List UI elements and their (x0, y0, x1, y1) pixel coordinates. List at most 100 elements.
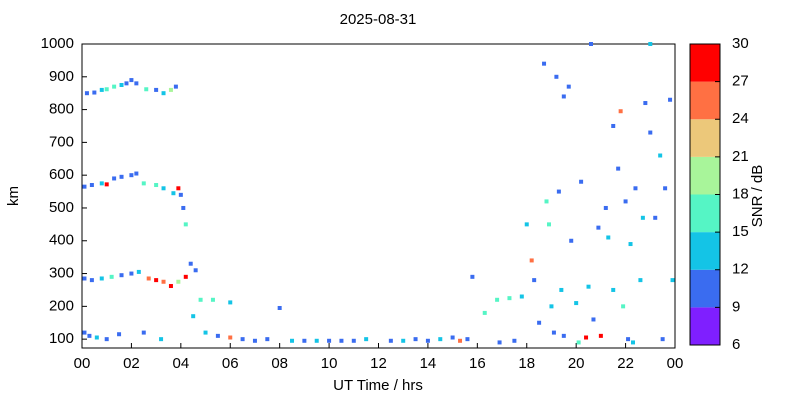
colorbar-tick-label: 27 (732, 73, 749, 90)
point (89, 278, 94, 283)
point (154, 87, 159, 92)
colorbar-tick-label: 24 (732, 110, 749, 127)
colorbar-tick-label: 9 (732, 298, 740, 315)
x-tick-label: 14 (420, 355, 437, 372)
point (611, 287, 616, 292)
point (628, 242, 633, 247)
point (210, 297, 215, 302)
x-tick-label: 22 (617, 355, 634, 372)
point (529, 258, 534, 263)
point (181, 205, 186, 210)
point (561, 94, 566, 99)
point (559, 287, 564, 292)
point (104, 182, 109, 187)
point (228, 300, 233, 305)
point (176, 186, 181, 191)
point (586, 284, 591, 289)
x-tick-label: 08 (271, 355, 288, 372)
point (178, 192, 183, 197)
x-axis-label: UT Time / hrs (333, 377, 423, 394)
point (215, 333, 220, 338)
point (621, 304, 626, 309)
point (633, 186, 638, 191)
point (119, 273, 124, 278)
y-tick-label: 800 (49, 101, 74, 118)
point (84, 91, 89, 96)
x-tick-label: 04 (172, 355, 189, 372)
point (265, 337, 270, 342)
y-tick-label: 600 (49, 166, 74, 183)
y-tick-label: 500 (49, 199, 74, 216)
point (544, 199, 549, 204)
y-tick-label: 400 (49, 232, 74, 249)
point (532, 278, 537, 283)
point (183, 274, 188, 279)
point (117, 332, 122, 337)
point (119, 82, 124, 87)
point (495, 297, 500, 302)
point (450, 335, 455, 340)
point (176, 279, 181, 284)
colorbar-tick-label: 12 (732, 261, 749, 278)
colorbar-bin (690, 269, 720, 308)
point (542, 61, 547, 66)
point (154, 278, 159, 283)
point (99, 181, 104, 186)
point (482, 310, 487, 315)
colorbar-bin (690, 194, 720, 233)
point (653, 215, 658, 220)
point (82, 276, 87, 281)
point (611, 123, 616, 128)
point (588, 42, 593, 46)
colorbar-bin (690, 156, 720, 195)
point (146, 276, 151, 281)
point (129, 78, 134, 83)
point (569, 238, 574, 243)
y-tick-label: 1000 (41, 35, 74, 52)
point (413, 337, 418, 342)
point (603, 205, 608, 210)
point (104, 337, 109, 342)
point (129, 173, 134, 178)
colorbar-tick-label: 18 (732, 185, 749, 202)
point (82, 330, 87, 335)
point (537, 320, 542, 325)
point (638, 278, 643, 283)
point (643, 101, 648, 106)
point (630, 340, 635, 345)
point (198, 297, 203, 302)
point (82, 184, 87, 189)
colorbar-tick-label: 30 (732, 35, 749, 52)
point (290, 338, 295, 343)
point (465, 337, 470, 342)
x-tick-label: 02 (123, 355, 140, 372)
point (129, 271, 134, 276)
point (87, 333, 92, 338)
point (670, 278, 675, 283)
colorbar-tick-label: 15 (732, 223, 749, 240)
point (668, 97, 673, 102)
colorbar-bin (690, 81, 720, 120)
point (188, 261, 193, 266)
y-tick-label: 100 (49, 330, 74, 347)
point (168, 284, 173, 289)
colorbar-bin (690, 232, 720, 270)
x-tick-label: 12 (370, 355, 387, 372)
point (314, 338, 319, 343)
point (168, 87, 173, 92)
point (364, 337, 369, 342)
point (566, 84, 571, 89)
point (663, 186, 668, 191)
point (134, 171, 139, 176)
point (144, 87, 149, 92)
point (277, 305, 282, 310)
point (388, 338, 393, 343)
point (99, 276, 104, 281)
colorbar-tick-label: 6 (732, 336, 740, 353)
point (134, 81, 139, 86)
x-tick-label: 16 (469, 355, 486, 372)
point (458, 338, 463, 343)
chart-title: 2025-08-31 (340, 11, 417, 28)
point (159, 337, 164, 342)
